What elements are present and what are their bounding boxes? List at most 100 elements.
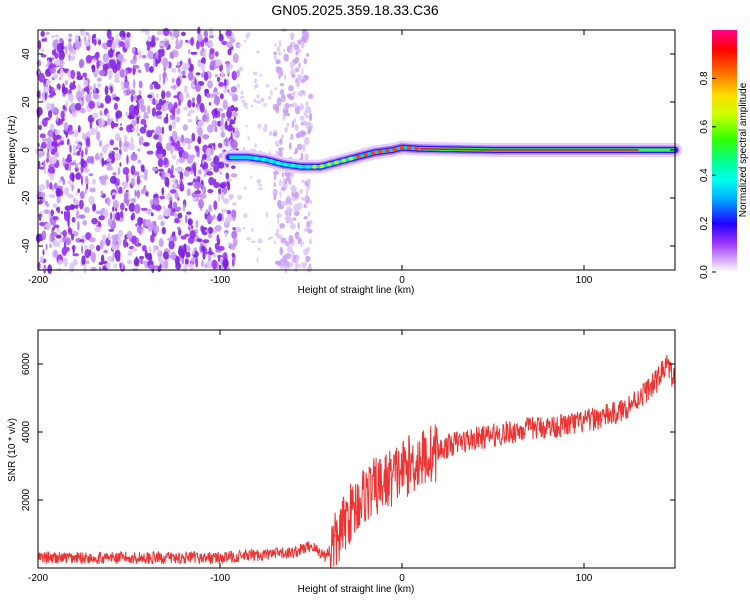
noise-blob <box>227 178 233 182</box>
noise-blob <box>214 224 222 232</box>
noise-blob <box>272 190 277 195</box>
noise-blob <box>94 73 98 78</box>
noise-blob <box>294 124 299 132</box>
noise-blob <box>220 93 224 100</box>
noise-blob <box>176 107 181 115</box>
noise-blob <box>202 250 206 260</box>
noise-blob <box>137 69 142 73</box>
noise-blob <box>156 30 164 36</box>
noise-blob <box>306 188 309 197</box>
noise-blob <box>256 178 262 184</box>
noise-blob <box>198 198 204 209</box>
noise-blob <box>184 258 189 265</box>
noise-blob <box>270 236 274 239</box>
ridge-hotspot <box>370 150 376 155</box>
noise-blob <box>233 116 236 121</box>
noise-blob <box>270 89 273 96</box>
noise-blob <box>178 99 182 107</box>
ridge-hotspot <box>297 164 303 169</box>
noise-blob <box>113 96 120 101</box>
ridge-hotspot <box>268 159 274 163</box>
noise-blob <box>294 67 300 72</box>
ridge-hotspot <box>304 164 310 169</box>
noise-blob <box>222 258 229 268</box>
noise-blob <box>130 197 137 203</box>
noise-blob <box>75 163 79 169</box>
noise-blob <box>216 234 220 243</box>
noise-blob <box>205 209 209 215</box>
noise-blob <box>164 102 168 111</box>
noise-blob <box>226 66 230 75</box>
noise-blob <box>157 250 161 254</box>
noise-blob <box>88 244 95 250</box>
noise-blob <box>106 39 114 48</box>
noise-blob <box>305 53 310 57</box>
noise-blob <box>174 167 181 172</box>
noise-blob <box>119 210 124 219</box>
noise-blob <box>110 175 117 184</box>
noise-blob <box>122 32 126 38</box>
noise-blob <box>182 124 188 131</box>
noise-blob <box>53 224 60 229</box>
noise-blob <box>60 110 65 120</box>
noise-blob <box>279 89 285 95</box>
noise-blob <box>298 62 301 69</box>
noise-blob <box>193 181 201 190</box>
noise-blob <box>49 234 52 243</box>
noise-blob <box>250 240 256 244</box>
noise-blob <box>141 54 147 59</box>
noise-blob <box>42 249 45 256</box>
noise-blob <box>83 86 90 92</box>
noise-blob <box>185 92 190 99</box>
noise-blob <box>102 42 107 49</box>
ridge-hotspot <box>334 160 339 165</box>
noise-blob <box>63 257 68 267</box>
ridge-hotspot <box>261 157 267 162</box>
noise-blob <box>203 30 208 37</box>
snr-panel: -200 -100 0 100 2000 4000 6000 Height of strai… <box>7 329 676 595</box>
noise-blob <box>250 104 254 108</box>
noise-blob <box>303 203 307 209</box>
noise-blob <box>232 227 236 231</box>
noise-blob <box>242 213 248 219</box>
noise-blob <box>231 202 237 206</box>
noise-blob <box>297 74 302 83</box>
colorbar-ticks: 0.0 0.2 0.4 0.6 0.8 <box>699 71 716 279</box>
noise-blob <box>52 216 59 221</box>
noise-blob <box>58 37 64 43</box>
noise-blob <box>105 162 112 167</box>
noise-blob <box>158 238 164 248</box>
noise-blob <box>66 138 70 146</box>
noise-blob <box>187 49 191 55</box>
noise-blob <box>150 212 154 217</box>
noise-blob <box>123 182 129 188</box>
noise-blob <box>172 119 176 130</box>
noise-blob <box>74 102 82 111</box>
noise-blob <box>158 73 162 83</box>
noise-blob <box>201 245 206 252</box>
noise-blob <box>281 172 284 178</box>
noise-blob <box>137 159 142 164</box>
noise-blob <box>170 85 178 89</box>
noise-blob <box>201 259 204 268</box>
noise-blob <box>179 171 184 181</box>
noise-blob <box>197 169 202 175</box>
noise-blob <box>49 182 53 190</box>
noise-blob <box>53 182 57 190</box>
colorbar: 0.0 0.2 0.4 0.6 0.8 Normalized spectral ampl… <box>699 30 749 279</box>
noise-blob <box>304 137 310 146</box>
noise-blob <box>46 151 50 160</box>
noise-blob <box>148 66 154 73</box>
noise-blob <box>276 46 281 53</box>
noise-blob <box>59 59 64 65</box>
noise-blob <box>69 262 75 273</box>
ridge-hotspot <box>348 156 354 161</box>
noise-blob <box>204 88 209 93</box>
noise-blob <box>191 101 196 108</box>
noise-blob <box>309 199 313 205</box>
noise-blob <box>218 33 224 42</box>
noise-blob <box>286 93 291 98</box>
noise-blob <box>42 138 49 142</box>
noise-blob <box>195 145 200 153</box>
noise-blob <box>112 199 119 209</box>
